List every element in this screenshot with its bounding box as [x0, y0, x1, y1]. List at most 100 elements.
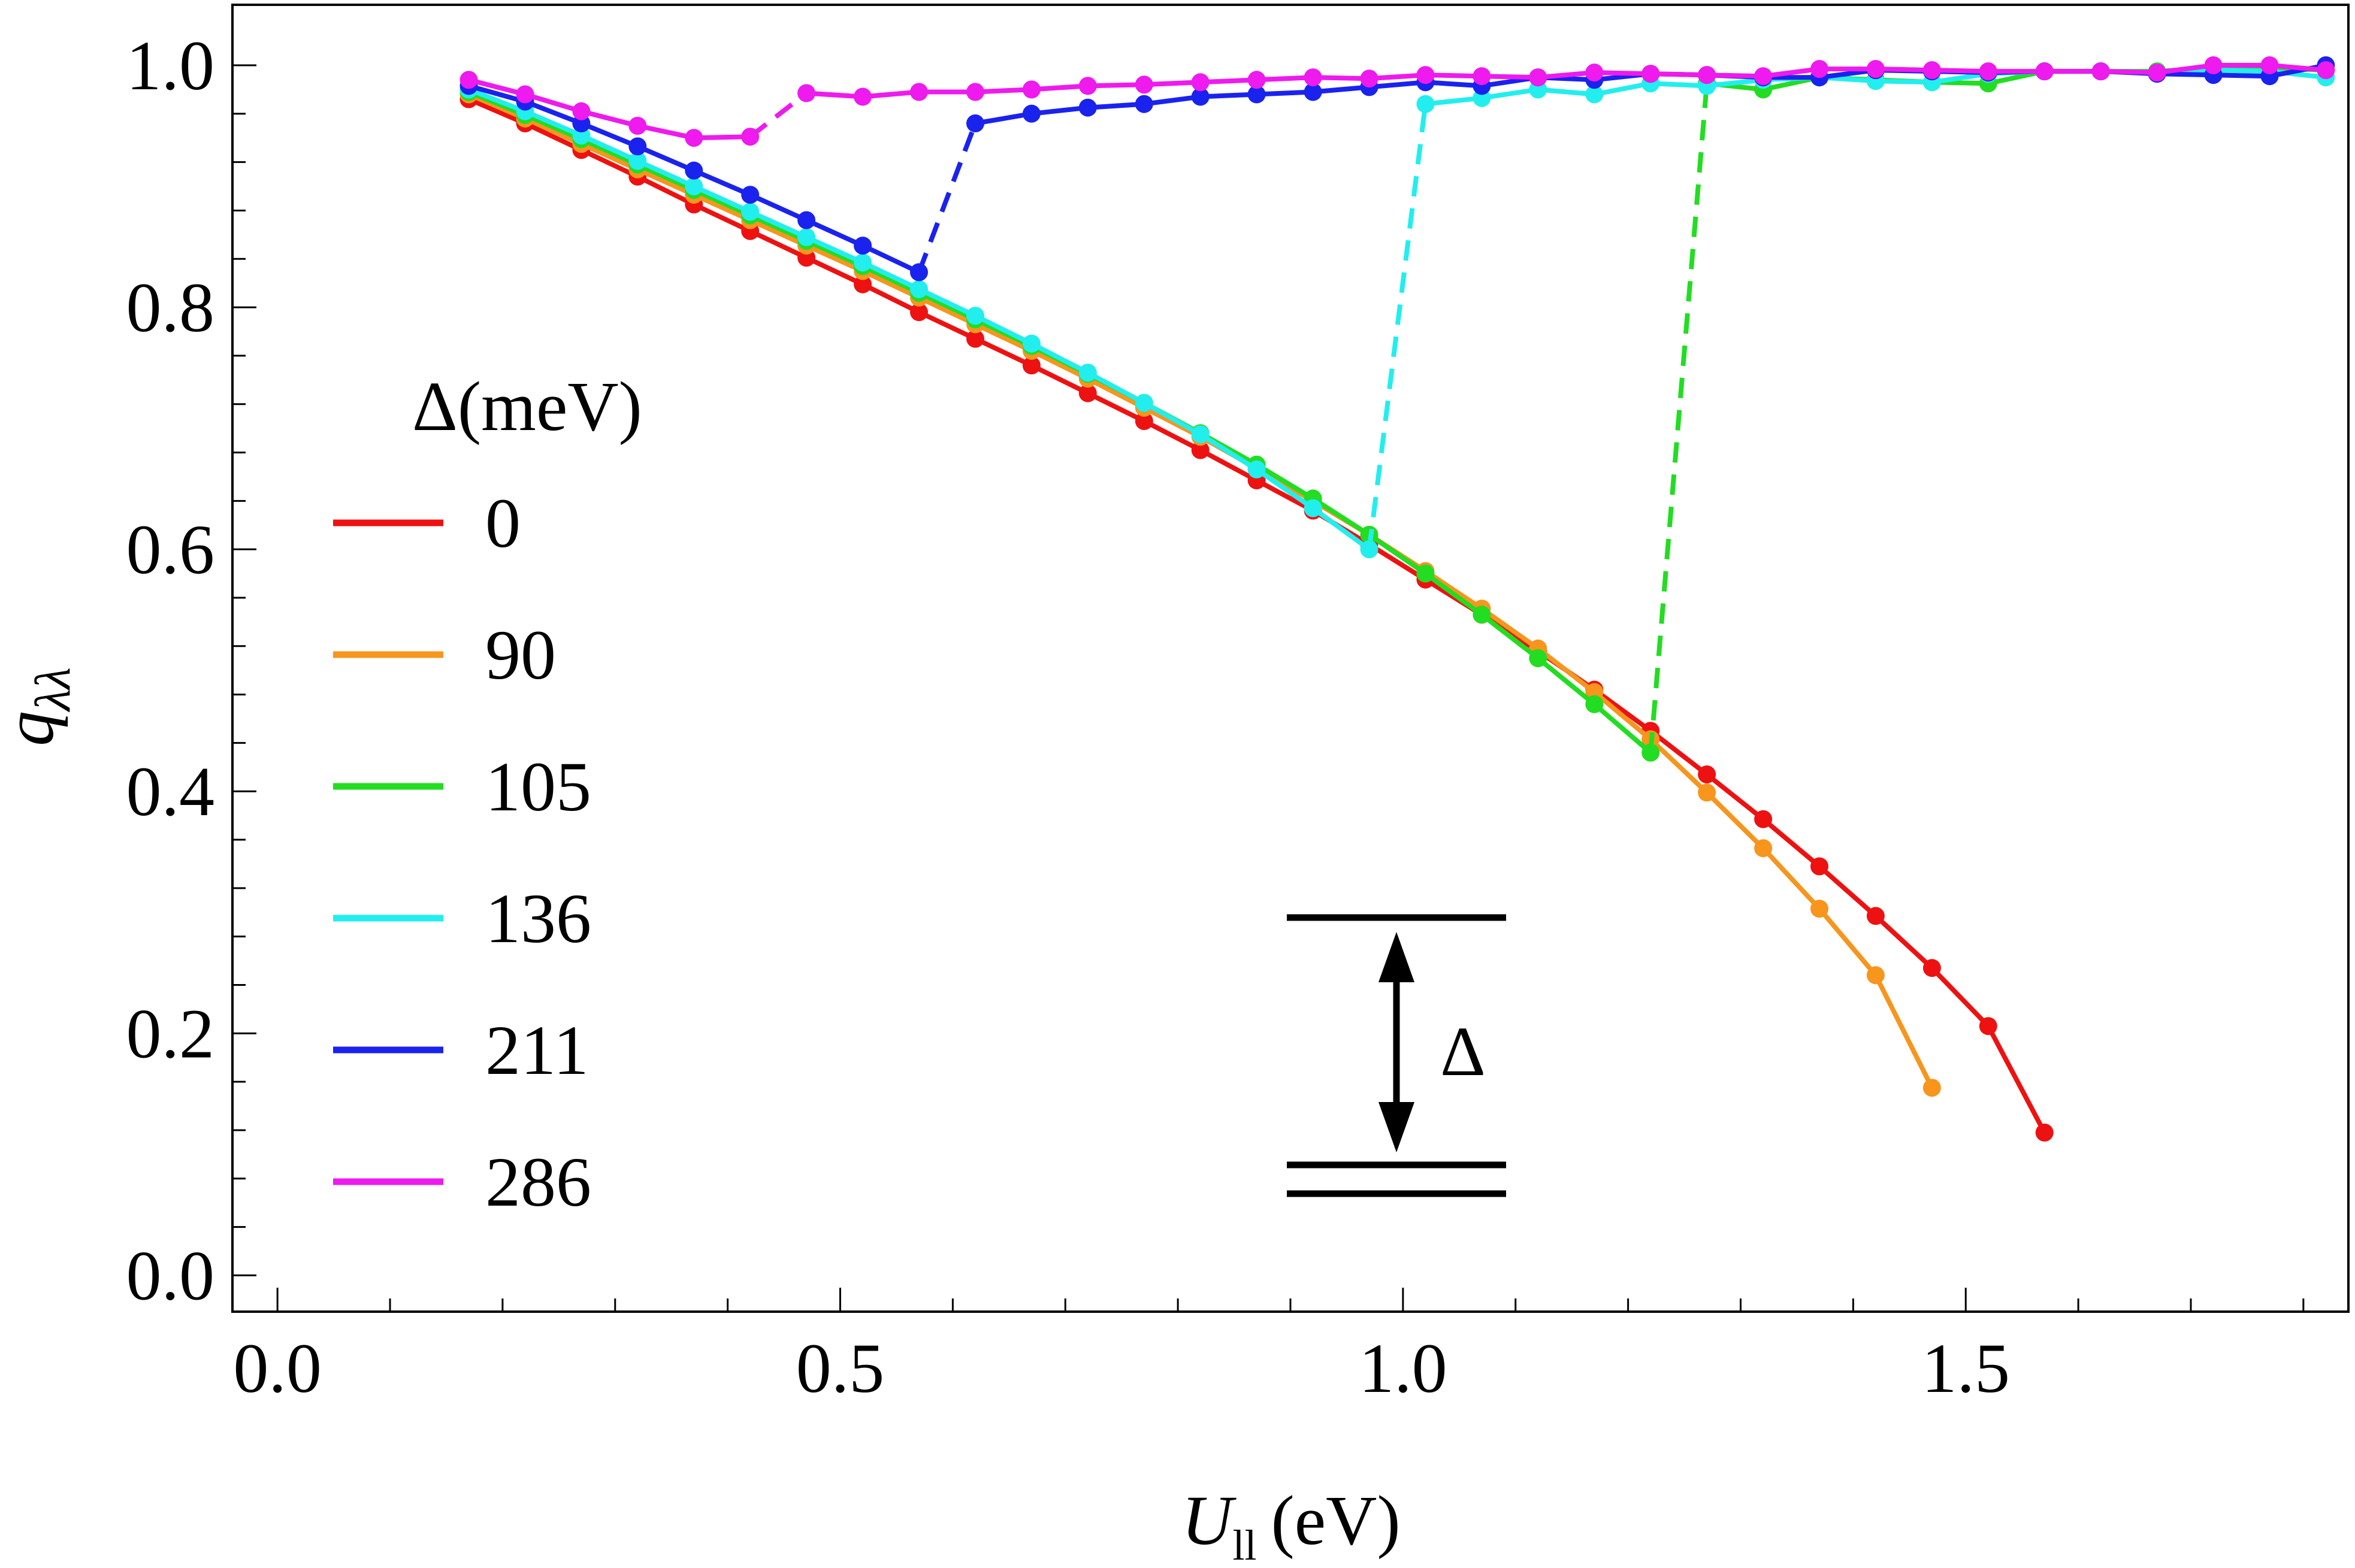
data-point-286 [628, 117, 647, 135]
data-point-0 [910, 303, 928, 322]
data-point-286 [1247, 71, 1266, 89]
x-tick-label: 0.5 [796, 1329, 885, 1407]
data-point-286 [854, 87, 872, 106]
y-tick-label: 0.2 [126, 994, 215, 1073]
series-line-286-dashed [748, 91, 808, 139]
data-point-211 [1191, 87, 1210, 106]
y-axis-title-subscript: λλ [25, 667, 81, 713]
data-point-286 [2035, 62, 2054, 81]
y-tick-label: 1.0 [126, 26, 215, 105]
data-point-136 [741, 202, 760, 221]
data-point-0 [1866, 907, 1885, 925]
data-point-90 [1698, 783, 1716, 802]
data-point-136 [1416, 95, 1435, 113]
data-point-136 [1135, 393, 1153, 412]
y-tick-label: 0.0 [126, 1236, 215, 1315]
x-axis-title: Ull (eV) [1181, 1481, 1400, 1568]
series-line-105-dashed [1648, 83, 1710, 753]
data-point-105 [1416, 564, 1435, 583]
data-point-286 [459, 71, 478, 89]
x-axis-title-subscript: ll [1233, 1521, 1257, 1568]
data-point-211 [1022, 104, 1041, 123]
data-point-136 [1191, 425, 1210, 444]
inset-arrow-up-head [1378, 932, 1414, 982]
data-point-286 [572, 102, 591, 120]
data-point-286 [685, 129, 703, 147]
inset-delta-label: Δ [1440, 1012, 1486, 1091]
data-point-286 [1979, 62, 1997, 81]
y-axis-title-symbol: q [0, 711, 68, 746]
data-point-90 [1754, 839, 1773, 858]
data-point-136 [1022, 334, 1041, 353]
data-point-286 [1473, 67, 1491, 86]
data-point-0 [2035, 1124, 2054, 1142]
data-point-286 [1360, 69, 1378, 88]
data-point-105 [1529, 649, 1547, 667]
data-point-211 [797, 211, 816, 229]
data-point-286 [516, 85, 534, 104]
data-point-90 [1922, 1079, 1941, 1097]
data-point-286 [1304, 68, 1322, 87]
data-point-90 [1866, 966, 1885, 985]
data-point-211 [966, 114, 984, 132]
x-axis-ticks: 0.0 0.5 1.0 1.5 [233, 1288, 2305, 1407]
data-point-286 [2204, 56, 2223, 74]
data-point-286 [1191, 73, 1210, 92]
data-point-286 [2148, 63, 2166, 82]
data-point-136 [1585, 85, 1604, 104]
data-point-211 [1247, 85, 1266, 104]
data-point-211 [685, 161, 703, 180]
data-point-286 [1754, 67, 1773, 86]
series-line-136-dashed [1367, 104, 1428, 550]
data-point-286 [910, 83, 928, 101]
energy-level-inset: Δ [1287, 914, 1506, 1197]
legend-label-286: 286 [485, 1143, 591, 1221]
y-axis-ticks: 0.0 0.2 0.4 0.6 0.8 1.0 [126, 26, 256, 1315]
data-point-286 [966, 83, 984, 101]
series-line-211-dashed [917, 122, 978, 273]
data-point-286 [1585, 63, 1604, 82]
data-point-0 [1022, 356, 1041, 375]
x-tick-label: 1.0 [1359, 1329, 1447, 1407]
series-286 [459, 56, 2335, 147]
data-point-211 [628, 137, 647, 156]
data-point-90 [1810, 900, 1828, 918]
series-line-286 [466, 77, 753, 141]
x-tick-label: 1.5 [1921, 1329, 2010, 1407]
legend-label-211: 211 [485, 1011, 589, 1089]
data-point-136 [1247, 460, 1266, 479]
data-point-105 [1585, 695, 1604, 713]
y-tick-label: 0.4 [126, 752, 215, 831]
data-point-286 [2260, 56, 2279, 74]
data-point-286 [1866, 60, 1885, 78]
data-point-136 [910, 280, 928, 298]
data-point-211 [854, 237, 872, 255]
data-point-136 [1078, 364, 1097, 382]
data-point-211 [910, 263, 928, 281]
data-point-136 [628, 152, 647, 170]
y-axis-title: qλλ [0, 667, 81, 746]
data-point-136 [1360, 540, 1378, 559]
inset-arrow-down-head [1378, 1102, 1414, 1152]
data-point-136 [1304, 499, 1322, 517]
data-point-286 [1641, 65, 1660, 83]
x-axis-title-unit: (eV) [1271, 1481, 1401, 1560]
data-point-136 [797, 228, 816, 246]
y-tick-label: 0.8 [126, 268, 215, 347]
data-point-286 [1416, 66, 1435, 84]
data-point-211 [1135, 95, 1153, 113]
legend-label-136: 136 [485, 879, 591, 958]
legend-label-0: 0 [485, 484, 521, 562]
data-point-0 [1135, 412, 1153, 430]
data-point-286 [2091, 62, 2110, 81]
data-point-286 [1022, 80, 1041, 99]
data-point-211 [741, 186, 760, 204]
data-point-105 [1473, 606, 1491, 624]
data-point-286 [1078, 77, 1097, 95]
data-point-136 [854, 253, 872, 272]
legend-label-105: 105 [485, 747, 591, 826]
data-point-0 [854, 275, 872, 293]
data-point-286 [1698, 66, 1716, 84]
